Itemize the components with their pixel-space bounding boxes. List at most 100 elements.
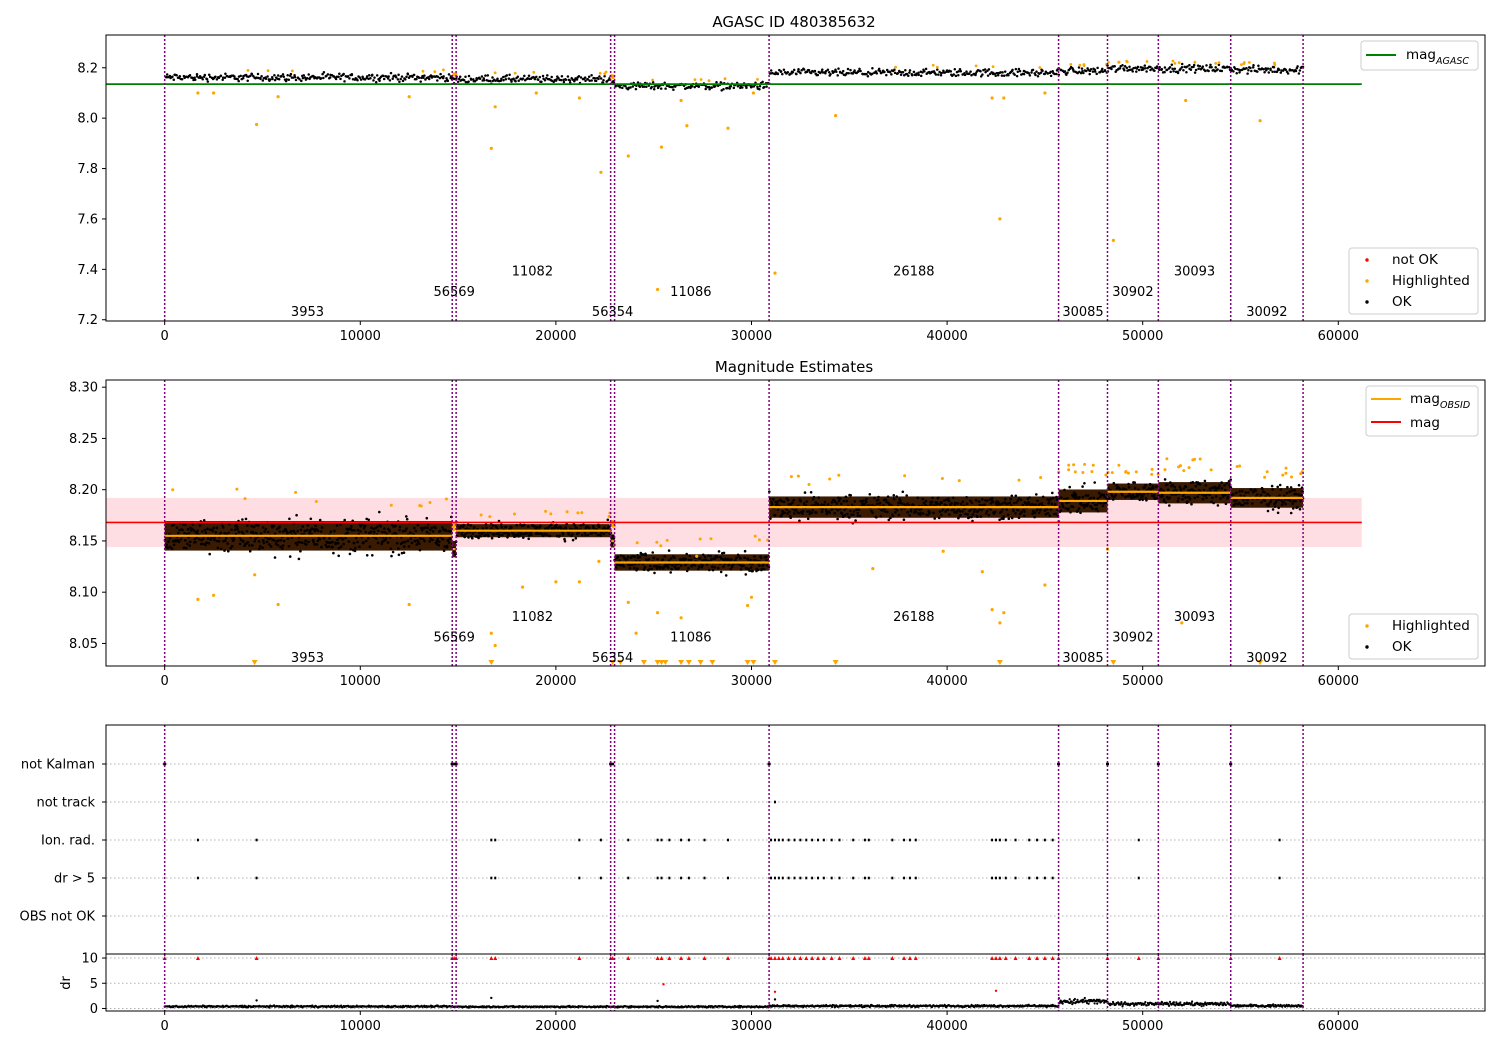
ok-point: [826, 68, 830, 72]
ok-point: [348, 77, 351, 80]
ok-point: [1211, 486, 1215, 490]
ok-point: [1072, 1001, 1075, 1004]
ok-point: [348, 552, 352, 556]
ok-point: [727, 563, 731, 566]
flag-event: [255, 838, 258, 842]
ok-point: [365, 554, 369, 557]
ok-point: [407, 545, 411, 548]
ok-point: [471, 532, 475, 535]
ok-point: [245, 530, 249, 533]
ok-point: [1224, 493, 1227, 497]
ok-point: [1197, 67, 1200, 70]
panel-agasc-obsid-labels: 3953565691108256354110862618830085309023…: [291, 265, 1288, 320]
ok-point: [238, 542, 242, 546]
ok-point: [616, 555, 620, 559]
ok-point: [1142, 492, 1146, 496]
ok-point: [1294, 69, 1298, 73]
highlighted-point: [709, 537, 713, 541]
ok-point: [1172, 69, 1175, 73]
ok-point: [1214, 66, 1217, 69]
ok-point: [830, 501, 834, 504]
ok-point: [1053, 503, 1057, 506]
ok-point: [369, 77, 372, 80]
ok-point: [334, 77, 338, 81]
ok-point: [335, 524, 339, 527]
highlighted-point: [389, 503, 393, 507]
ok-point: [1191, 481, 1195, 484]
ok-point: [1184, 485, 1188, 489]
ok-point: [786, 71, 790, 74]
ok-point: [487, 534, 490, 538]
ok-point: [571, 533, 574, 536]
ok-point: [428, 540, 431, 543]
ok-point: [263, 530, 266, 533]
ok-point: [1079, 71, 1083, 75]
ok-point: [316, 539, 320, 543]
highlighted-point: [980, 570, 984, 574]
ok-point: [628, 567, 632, 570]
ok-point: [643, 566, 647, 569]
ok-point: [350, 529, 354, 532]
ok-point: [1127, 485, 1131, 489]
ok-point: [971, 513, 975, 516]
highlighted-point: [796, 474, 800, 478]
ok-point: [943, 499, 946, 502]
ok-point: [879, 71, 883, 75]
flag-event: [773, 800, 776, 804]
ok-point: [634, 87, 638, 91]
ok-point: [824, 69, 828, 73]
legend-highlighted-marker: [1365, 624, 1369, 628]
highlighted-point: [433, 70, 437, 73]
ok-point: [352, 541, 356, 545]
highlighted-point: [1111, 238, 1115, 242]
highlighted-point: [1180, 621, 1184, 625]
ok-point: [720, 89, 723, 92]
flag-event: [1014, 838, 1017, 842]
ok-point: [1143, 64, 1147, 67]
ok-point: [1300, 494, 1303, 497]
ok-point: [502, 75, 505, 79]
ok-point: [214, 75, 217, 79]
ok-point: [769, 69, 773, 72]
ok-point: [1011, 68, 1014, 72]
ok-point: [248, 544, 251, 547]
ok-point: [577, 531, 581, 534]
ok-point: [587, 527, 591, 530]
ok-point: [539, 524, 542, 527]
ok-point: [417, 76, 421, 79]
highlighted-point: [1284, 466, 1288, 470]
ok-point: [947, 499, 951, 503]
ok-point: [751, 569, 754, 573]
ok-point: [206, 537, 210, 540]
flag-event: [627, 838, 630, 842]
ok-point: [865, 497, 868, 501]
ok-point: [965, 502, 969, 506]
ok-point: [871, 511, 874, 515]
ok-point: [462, 78, 466, 82]
ok-point: [380, 542, 384, 545]
ok-point: [1137, 68, 1141, 72]
ok-point: [976, 509, 980, 513]
flag-event: [1057, 762, 1061, 766]
ok-point: [597, 77, 600, 81]
flag-event: [816, 876, 819, 880]
flag-event: [822, 838, 825, 842]
ok-point: [1299, 499, 1302, 503]
ok-point: [1241, 503, 1245, 507]
ok-point: [1062, 505, 1065, 509]
y-tick-label: 8.10: [69, 586, 98, 601]
flag-event: [994, 876, 997, 880]
highlighted-point: [679, 98, 683, 103]
legend-mag-label: mag: [1410, 415, 1440, 431]
ok-point: [398, 525, 402, 529]
ok-point: [1265, 69, 1268, 72]
ok-point: [877, 67, 881, 71]
ok-point: [988, 498, 992, 501]
ok-point: [999, 510, 1003, 513]
ok-point: [989, 502, 993, 505]
ok-point: [599, 534, 603, 537]
ok-point: [1297, 483, 1301, 487]
ok-point: [555, 78, 558, 81]
ok-point: [1120, 1002, 1123, 1006]
ok-point: [844, 495, 848, 499]
